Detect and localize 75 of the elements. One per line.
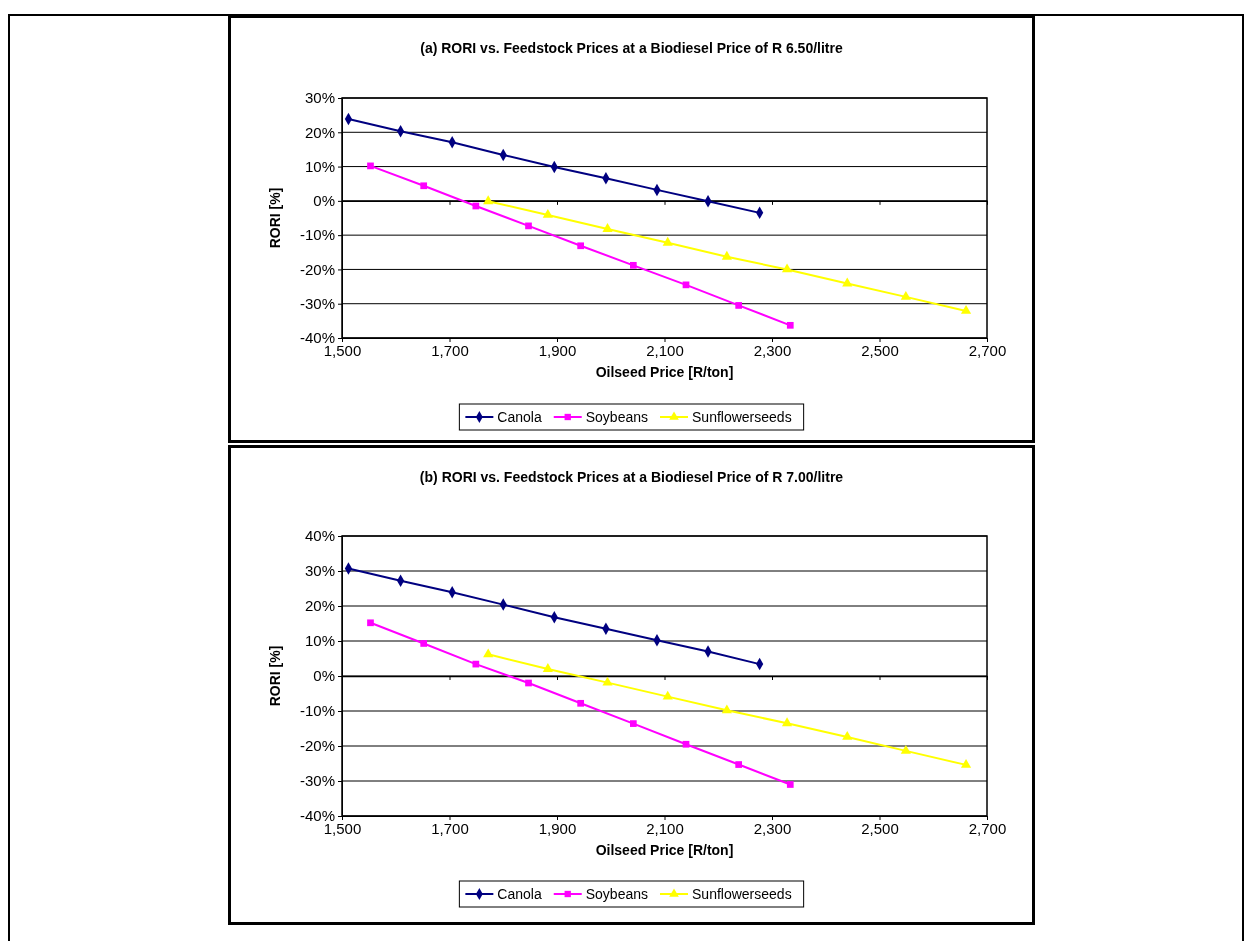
x-tick-label: 1,900 <box>538 341 577 359</box>
legend-label: Canola <box>497 886 542 902</box>
y-tick-label: -10% <box>299 702 335 720</box>
legend-label: Canola <box>497 409 542 425</box>
point <box>842 731 853 740</box>
legend-label: Sunflowerseeds <box>692 409 792 425</box>
y-tick-label: -30% <box>299 772 335 790</box>
point <box>577 242 584 250</box>
point <box>483 648 494 658</box>
point <box>735 302 743 309</box>
point <box>367 162 374 170</box>
x-tick-label: 1,900 <box>538 819 577 837</box>
point <box>629 720 637 727</box>
x-tick-label: 2,500 <box>861 341 899 359</box>
point <box>781 263 793 273</box>
point <box>577 699 584 707</box>
y-tick-label: 30% <box>304 89 335 107</box>
x-tick-label: 2,700 <box>968 341 1007 359</box>
y-tick-label: -20% <box>299 260 335 278</box>
y-tick-label: -20% <box>299 737 335 755</box>
chart-title: (b) RORI vs. Feedstock Prices at a Biodiesel Price of R 7.00/litre <box>419 469 844 485</box>
y-tick-label: 40% <box>304 527 335 545</box>
point <box>960 759 972 768</box>
point <box>900 290 911 300</box>
point <box>682 740 690 748</box>
point <box>629 261 637 269</box>
y-tick-label: -30% <box>299 295 335 313</box>
x-tick-label: 1,700 <box>431 819 469 837</box>
point <box>721 704 732 714</box>
point <box>525 222 532 230</box>
x-tick-label: 2,100 <box>646 819 684 837</box>
point <box>602 676 613 686</box>
legend-label: Soybeans <box>585 886 649 902</box>
y-axis-title: RORI [%] <box>267 187 283 249</box>
y-axis-title: RORI [%] <box>267 645 283 707</box>
x-tick-label: 2,700 <box>968 819 1007 837</box>
point <box>420 182 428 190</box>
point <box>786 781 794 788</box>
y-tick-label: -40% <box>299 329 335 347</box>
x-tick-label: 2,300 <box>753 341 792 359</box>
point <box>472 202 480 210</box>
point <box>483 195 494 205</box>
point <box>472 660 480 668</box>
y-tick-label: 0% <box>313 192 335 210</box>
x-axis-title: Oilseed Price [R/ton] <box>595 842 734 858</box>
point <box>721 250 732 260</box>
x-tick-label: 1,700 <box>431 341 469 359</box>
x-tick-label: 2,100 <box>646 341 684 359</box>
point <box>420 640 428 647</box>
chart-title: (a) RORI vs. Feedstock Prices at a Biodiesel Price of R 6.50/litre <box>420 40 843 56</box>
x-tick-label: 2,300 <box>753 819 792 837</box>
point <box>367 619 374 627</box>
point <box>662 236 673 246</box>
point <box>900 745 911 754</box>
y-tick-label: -10% <box>299 226 335 244</box>
y-tick-label: 10% <box>304 157 335 175</box>
x-axis-title: Oilseed Price [R/ton] <box>595 364 734 380</box>
legend-label: Soybeans <box>585 409 649 425</box>
point <box>786 321 794 329</box>
point <box>525 679 532 687</box>
point <box>960 305 972 314</box>
point <box>542 663 553 672</box>
point <box>662 690 673 700</box>
y-tick-label: 20% <box>304 597 335 615</box>
legend-label: Sunflowerseeds <box>692 886 792 902</box>
point <box>602 223 613 232</box>
y-tick-label: 0% <box>313 667 335 685</box>
point <box>735 761 743 768</box>
y-tick-label: 10% <box>304 632 335 650</box>
point <box>542 209 553 218</box>
y-tick-label: 30% <box>304 562 335 580</box>
y-tick-label: -40% <box>299 807 335 825</box>
x-tick-label: 2,500 <box>861 819 899 837</box>
y-tick-label: 20% <box>304 123 335 141</box>
point <box>781 717 793 727</box>
